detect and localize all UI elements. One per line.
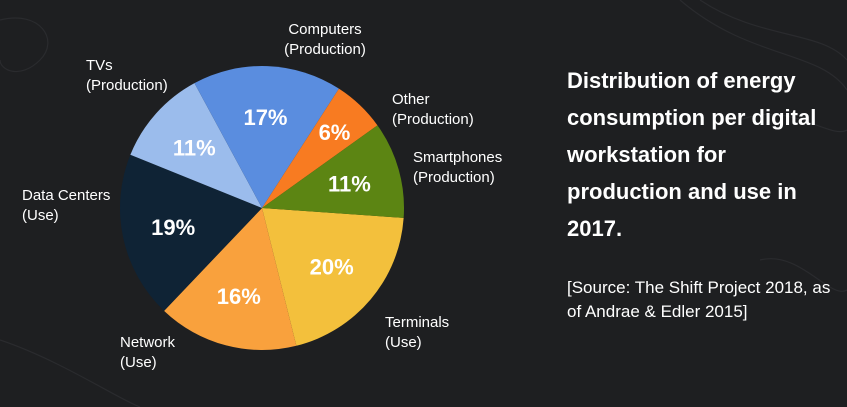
pie-slice-smartphones <box>262 125 404 218</box>
label-line: Data Centers <box>22 187 111 204</box>
label-line: (Use) <box>385 334 422 351</box>
source-note: [Source: The Shift Project 2018, as of A… <box>567 278 831 321</box>
data-label: 16% <box>217 284 261 309</box>
chart-title: Distribution of energy consumption per d… <box>567 68 817 241</box>
slice-label-other: Other (Production) <box>392 90 474 130</box>
data-label: 17% <box>243 105 287 130</box>
label-line: TVs <box>86 57 113 74</box>
data-label: 6% <box>319 120 351 145</box>
label-line: (Use) <box>120 354 157 371</box>
label-line: (Use) <box>22 207 59 224</box>
pie-slice-computers <box>194 66 339 208</box>
slice-label-terminals: Terminals (Use) <box>385 313 449 353</box>
slice-label-tvs: TVs (Production) <box>86 56 168 96</box>
label-line: Network <box>120 334 176 351</box>
slice-label-smartphones: Smartphones (Production) <box>413 148 502 188</box>
slice-label-data-centers: Data Centers (Use) <box>22 186 110 226</box>
label-line: Computers <box>288 21 362 38</box>
label-line: (Production) <box>86 77 168 94</box>
pie-slice-terminals <box>262 208 404 346</box>
pie-slice-data-centers <box>120 154 263 311</box>
label-line: Other <box>392 91 430 108</box>
pie-slice-network <box>164 208 297 350</box>
data-label: 19% <box>151 215 195 240</box>
slice-label-computers: Computers (Production) <box>284 20 366 60</box>
data-label: 20% <box>310 254 354 279</box>
label-line: (Production) <box>413 169 495 186</box>
slice-label-network: Network (Use) <box>120 333 175 373</box>
pie-slice-other <box>262 88 378 208</box>
pie-slice-tvs <box>130 83 262 208</box>
label-line: Smartphones <box>413 149 503 166</box>
data-label: 11% <box>173 135 216 160</box>
label-line: Terminals <box>385 314 450 331</box>
data-label: 11% <box>328 171 371 196</box>
label-line: (Production) <box>284 41 366 58</box>
label-line: (Production) <box>392 111 474 128</box>
